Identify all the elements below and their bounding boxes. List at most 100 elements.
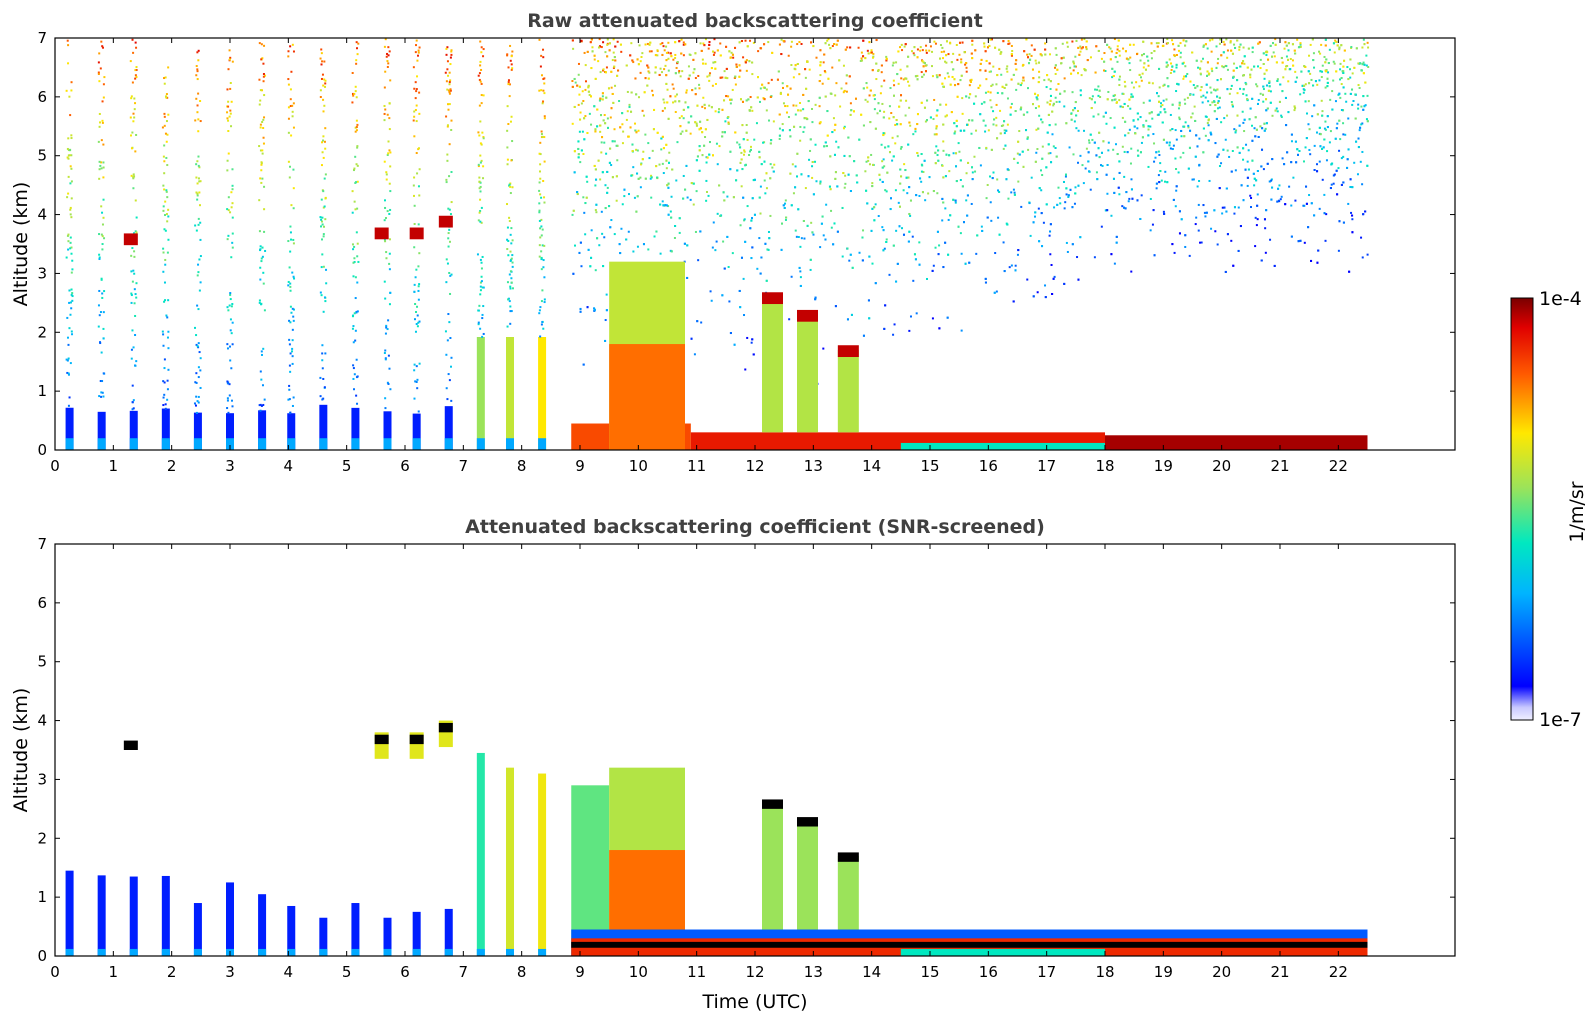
top-noise-pixel <box>1223 117 1225 119</box>
top-noise-pixel <box>648 72 650 74</box>
top-noise-pixel <box>924 107 926 109</box>
top-noise-pixel <box>1080 94 1082 96</box>
top-noise-pixel <box>1277 78 1279 80</box>
top-noise-pixel <box>586 176 588 178</box>
top-noise-pixel <box>229 59 231 61</box>
top-noise-pixel <box>892 64 894 66</box>
top-noise-pixel <box>651 176 653 178</box>
top-noise-pixel <box>673 88 675 90</box>
top-noise-pixel <box>653 109 655 111</box>
top-noise-pixel <box>844 90 846 92</box>
top-noise-pixel <box>483 94 485 96</box>
top-noise-pixel <box>1196 85 1198 87</box>
top-noise-pixel <box>1241 62 1243 64</box>
top-noise-pixel <box>574 106 576 108</box>
top-noise-pixel <box>712 247 714 249</box>
top-noise-pixel <box>1232 265 1234 267</box>
top-noise-pixel <box>751 217 753 219</box>
top-noise-pixel <box>717 213 719 215</box>
top-noise-pixel <box>1197 185 1199 187</box>
top-noise-pixel <box>700 42 702 44</box>
top-noise-pixel <box>899 225 901 227</box>
top-noise-pixel <box>582 131 584 133</box>
top-noise-pixel <box>579 161 581 163</box>
top-noise-pixel <box>721 109 723 111</box>
top-noise-pixel <box>1339 68 1341 70</box>
top-profile-surface <box>445 438 453 450</box>
top-noise-pixel <box>589 265 591 267</box>
top-noise-pixel <box>1270 90 1272 92</box>
top-noise-pixel <box>1325 58 1327 60</box>
top-noise-pixel <box>812 161 814 163</box>
top-noise-pixel <box>671 169 673 171</box>
top-noise-pixel <box>413 246 415 248</box>
top-noise-pixel <box>542 100 544 102</box>
top-noise-pixel <box>1147 166 1149 168</box>
top-noise-pixel <box>892 137 894 139</box>
top-noise-pixel <box>661 54 663 56</box>
top-noise-pixel <box>1275 110 1277 112</box>
top-noise-pixel <box>1101 152 1103 154</box>
top-noise-pixel <box>69 247 71 249</box>
top-noise-pixel <box>389 165 391 167</box>
top-noise-pixel <box>1210 228 1212 230</box>
top-noise-pixel <box>449 63 451 65</box>
top-noise-pixel <box>986 197 988 199</box>
top-noise-pixel <box>1131 198 1133 200</box>
top-noise-pixel <box>628 193 630 195</box>
top-noise-pixel <box>197 194 199 196</box>
top-noise-pixel <box>290 231 292 233</box>
top-noise-pixel <box>1025 38 1027 40</box>
top-noise-pixel <box>1313 104 1315 106</box>
top-noise-pixel <box>1192 113 1194 115</box>
top-noise-pixel <box>753 139 755 141</box>
top-noise-pixel <box>960 130 962 132</box>
top-noise-pixel <box>906 65 908 67</box>
top-noise-pixel <box>1143 62 1145 64</box>
top-noise-pixel <box>1188 168 1190 170</box>
top-noise-pixel <box>832 243 834 245</box>
top-noise-pixel <box>990 220 992 222</box>
top-noise-pixel <box>389 190 391 192</box>
top-noise-pixel <box>800 276 802 278</box>
top-noise-pixel <box>1211 51 1213 53</box>
top-noise-pixel <box>1257 170 1259 172</box>
top-noise-pixel <box>1158 101 1160 103</box>
top-noise-pixel <box>199 351 201 353</box>
top-noise-pixel <box>386 56 388 58</box>
top-noise-pixel <box>1071 206 1073 208</box>
top-noise-pixel <box>616 159 618 161</box>
top-profile-column <box>98 41 106 450</box>
top-noise-pixel <box>1044 284 1046 286</box>
top-noise-pixel <box>1209 87 1211 89</box>
top-noise-pixel <box>1149 100 1151 102</box>
top-noise-pixel <box>321 217 323 219</box>
top-noise-pixel <box>1010 191 1012 193</box>
top-noise-pixel <box>1338 120 1340 122</box>
top-noise-pixel <box>321 344 323 346</box>
top-noise-pixel <box>901 44 903 46</box>
top-noise-pixel <box>1029 53 1031 55</box>
top-noise-pixel <box>985 125 987 127</box>
top-noise-pixel <box>674 57 676 59</box>
top-noise-pixel <box>954 84 956 86</box>
top-noise-pixel <box>912 280 914 282</box>
top-noise-pixel <box>888 117 890 119</box>
top-noise-pixel <box>1216 89 1218 91</box>
top-noise-pixel <box>1345 101 1347 103</box>
top-noise-pixel <box>1361 183 1363 185</box>
top-noise-pixel <box>1072 153 1074 155</box>
top-noise-pixel <box>830 188 832 190</box>
top-noise-pixel <box>197 118 199 120</box>
top-noise-pixel <box>609 162 611 164</box>
top-noise-pixel <box>1360 161 1362 163</box>
top-noise-pixel <box>163 228 165 230</box>
top-noise-pixel <box>962 113 964 115</box>
top-noise-pixel <box>1305 146 1307 148</box>
top-noise-pixel <box>1170 62 1172 64</box>
top-noise-pixel <box>1269 85 1271 87</box>
top-profile-column <box>384 38 392 450</box>
top-noise-pixel <box>942 140 944 142</box>
top-noise-pixel <box>1229 93 1231 95</box>
top-noise-pixel <box>672 101 674 103</box>
